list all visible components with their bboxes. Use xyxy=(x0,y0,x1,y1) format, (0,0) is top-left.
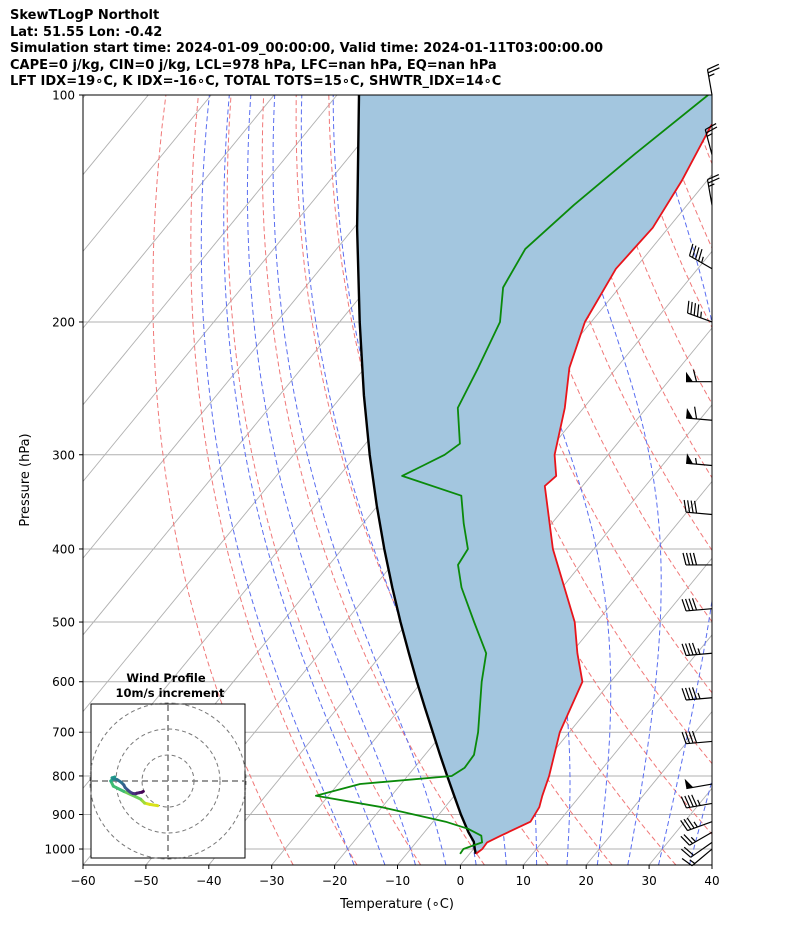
dewpoint-line xyxy=(315,95,709,855)
parcel-line xyxy=(355,95,477,855)
x-tick-label: 20 xyxy=(579,874,594,888)
y-tick-label: 500 xyxy=(52,616,75,630)
x-axis-label: Temperature (∘C) xyxy=(339,897,454,912)
wind-barb xyxy=(706,173,720,206)
x-tick-label: −60 xyxy=(70,874,95,888)
dry-adiabat xyxy=(720,95,794,865)
wind-barb xyxy=(681,642,713,657)
wind-barb xyxy=(686,369,712,383)
x-tick-label: 0 xyxy=(457,874,465,888)
dry-adiabat xyxy=(686,95,712,166)
dry-adiabat xyxy=(261,95,485,865)
wind-barb xyxy=(686,453,713,467)
isotherm xyxy=(711,864,712,865)
hodograph-segment xyxy=(140,789,145,794)
x-axis-ticks: −60 −50 −40 −30 −20 −10 0 10 20 30 40 xyxy=(70,865,720,888)
y-tick-label: 300 xyxy=(52,448,75,462)
y-tick-label: 200 xyxy=(52,315,75,329)
x-tick-label: 10 xyxy=(516,874,531,888)
cape-cin-shading xyxy=(357,95,712,854)
y-tick-label: 800 xyxy=(52,769,75,783)
temperature-line xyxy=(475,122,712,855)
x-tick-label: −40 xyxy=(196,874,221,888)
dry-adiabat xyxy=(654,95,712,250)
wind-barb xyxy=(681,598,713,612)
hodograph-segment xyxy=(122,789,137,799)
moist-adiabat xyxy=(200,95,355,865)
wind-profile-inset: Wind Profile 10m/s increment xyxy=(89,671,247,860)
inset-subtitle: 10m/s increment xyxy=(116,686,225,700)
y-tick-label: 1000 xyxy=(44,843,75,857)
y-axis-label: Pressure (hPa) xyxy=(18,433,33,526)
moist-adiabat xyxy=(647,95,712,865)
isotherm xyxy=(83,95,212,253)
x-tick-label: 40 xyxy=(704,874,719,888)
wind-barb xyxy=(680,841,713,858)
chart-title: SkewTLogP Northolt xyxy=(10,8,160,23)
dry-adiabat xyxy=(393,95,712,836)
dry-adiabat xyxy=(785,95,794,865)
wind-barb xyxy=(688,243,713,270)
y-tick-label: 100 xyxy=(52,89,75,103)
hodograph-ring xyxy=(89,702,247,860)
isotherm xyxy=(648,787,712,865)
location-line: Lat: 51.55 Lon: -0.42 xyxy=(10,24,163,40)
cape-line: CAPE=0 j/kg, CIN=0 j/kg, LCL=978 hPa, LF… xyxy=(10,57,497,73)
wind-barbs xyxy=(680,63,720,867)
wind-barb xyxy=(684,778,713,790)
dry-adiabat xyxy=(190,95,358,865)
y-tick-label: 700 xyxy=(52,726,75,740)
dry-adiabat xyxy=(491,95,712,623)
dry-adiabat xyxy=(152,95,294,865)
time-line: Simulation start time: 2024-01-09_00:00:… xyxy=(10,41,603,57)
wind-barb xyxy=(686,300,713,323)
x-tick-label: 30 xyxy=(641,874,656,888)
wind-barb xyxy=(706,63,720,96)
x-tick-label: −30 xyxy=(259,874,284,888)
wind-barb xyxy=(681,848,713,867)
moist-adiabat xyxy=(720,95,794,865)
moist-adiabat xyxy=(272,95,447,865)
y-tick-label: 600 xyxy=(52,675,75,689)
y-axis-ticks: 1000 900 800 700 600 500 400 300 200 100 xyxy=(44,89,83,857)
dry-adiabat xyxy=(752,95,794,865)
indices-line: LFT IDX=19∘C, K IDX=-16∘C, TOTAL TOTS=15… xyxy=(10,74,502,90)
isotherm xyxy=(271,327,712,865)
chart-header: SkewTLogP Northolt Lat: 51.55 Lon: -0.42… xyxy=(10,8,790,91)
moist-adiabat xyxy=(688,778,712,865)
moist-adiabat xyxy=(223,95,386,865)
isotherm xyxy=(83,95,275,329)
isotherm xyxy=(83,95,338,406)
y-tick-label: 900 xyxy=(52,808,75,822)
wind-barb xyxy=(680,817,713,832)
profiles xyxy=(315,95,712,855)
isotherm xyxy=(83,95,86,99)
hodograph-segment xyxy=(111,784,126,793)
isotherm xyxy=(522,634,712,865)
wind-barb xyxy=(680,831,713,846)
wind-barb xyxy=(683,499,713,516)
wind-barb xyxy=(680,794,713,809)
x-tick-label: −50 xyxy=(133,874,158,888)
x-tick-label: −20 xyxy=(322,874,347,888)
isotherm xyxy=(83,95,401,483)
wind-barb xyxy=(704,123,718,155)
wind-barb xyxy=(681,687,713,701)
wind-barb xyxy=(686,406,713,421)
wind-barb xyxy=(682,552,712,566)
wind-barb xyxy=(681,730,713,745)
hodograph xyxy=(89,702,247,860)
inset-title: Wind Profile xyxy=(126,671,206,685)
y-tick-label: 400 xyxy=(52,542,75,556)
x-tick-label: −10 xyxy=(385,874,410,888)
moist-adiabat xyxy=(300,95,477,865)
isotherm xyxy=(460,557,712,865)
